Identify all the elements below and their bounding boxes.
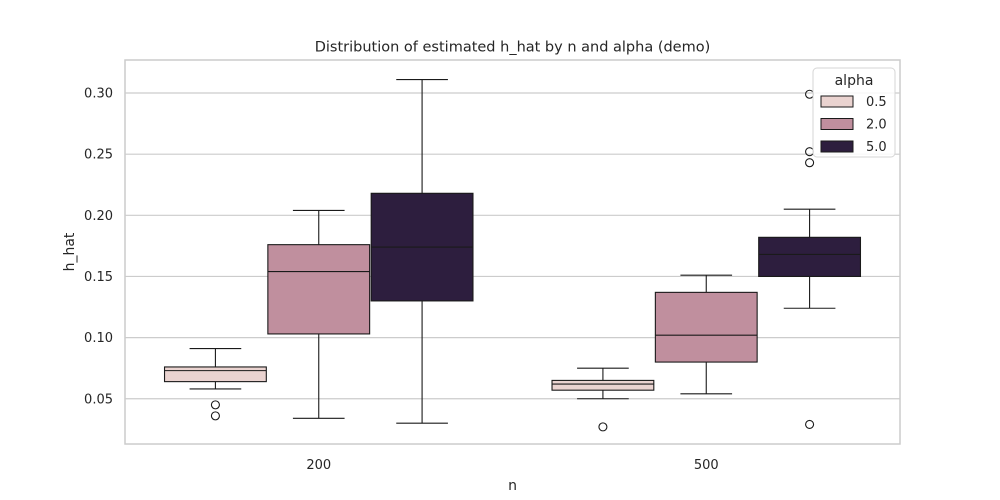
legend-label-2.0: 2.0 — [866, 118, 887, 133]
outlier-point — [210, 400, 220, 410]
y-tick-label: 0.15 — [84, 270, 113, 285]
y-tick-label: 0.05 — [84, 392, 113, 407]
legend-box — [812, 67, 896, 158]
y-tick-label: 0.30 — [84, 87, 113, 102]
x-axis-label: n — [508, 478, 517, 494]
box-iqr — [551, 379, 655, 391]
y-tick-label: 0.20 — [84, 209, 113, 224]
box-group-alpha-2.0-n-200 — [267, 209, 371, 419]
legend-label-0.5: 0.5 — [866, 95, 887, 110]
box-group-alpha-0.5-n-200 — [163, 348, 267, 421]
outlier-point — [805, 89, 815, 99]
outlier-point — [210, 411, 220, 421]
chart-title: Distribution of estimated h_hat by n and… — [315, 40, 711, 56]
box-iqr — [267, 244, 371, 335]
box-group-alpha-5.0-n-500 — [758, 89, 862, 429]
gridlines — [125, 92, 900, 400]
box-series — [163, 79, 862, 432]
y-tick-label: 0.25 — [84, 148, 113, 163]
legend-label-5.0: 5.0 — [866, 140, 887, 155]
y-axis-ticks: 0.05 0.10 0.15 0.20 0.25 0.30 — [84, 87, 113, 408]
y-axis-label: h_hat — [62, 232, 78, 271]
box-group-alpha-5.0-n-200 — [370, 79, 474, 424]
x-tick-label: 500 — [694, 458, 719, 473]
outlier-point — [598, 422, 608, 432]
box-group-alpha-0.5-n-500 — [551, 367, 655, 432]
legend-swatch-5.0 — [820, 140, 854, 153]
box-iqr — [654, 291, 758, 363]
box-iqr — [163, 366, 267, 383]
y-tick-label: 0.10 — [84, 331, 113, 346]
box-iqr — [758, 236, 862, 278]
x-tick-label: 200 — [306, 458, 331, 473]
box-group-alpha-2.0-n-500 — [654, 274, 758, 395]
outlier-point — [805, 158, 815, 168]
legend-title: alpha — [835, 73, 874, 89]
x-axis-ticks: 200 500 — [306, 458, 718, 473]
legend-swatch-2.0 — [820, 118, 854, 130]
plot-area-frame — [124, 59, 901, 445]
legend-swatch-0.5 — [820, 95, 854, 108]
legend: alpha 0.5 2.0 5.0 — [812, 67, 896, 158]
outlier-point — [805, 419, 815, 429]
